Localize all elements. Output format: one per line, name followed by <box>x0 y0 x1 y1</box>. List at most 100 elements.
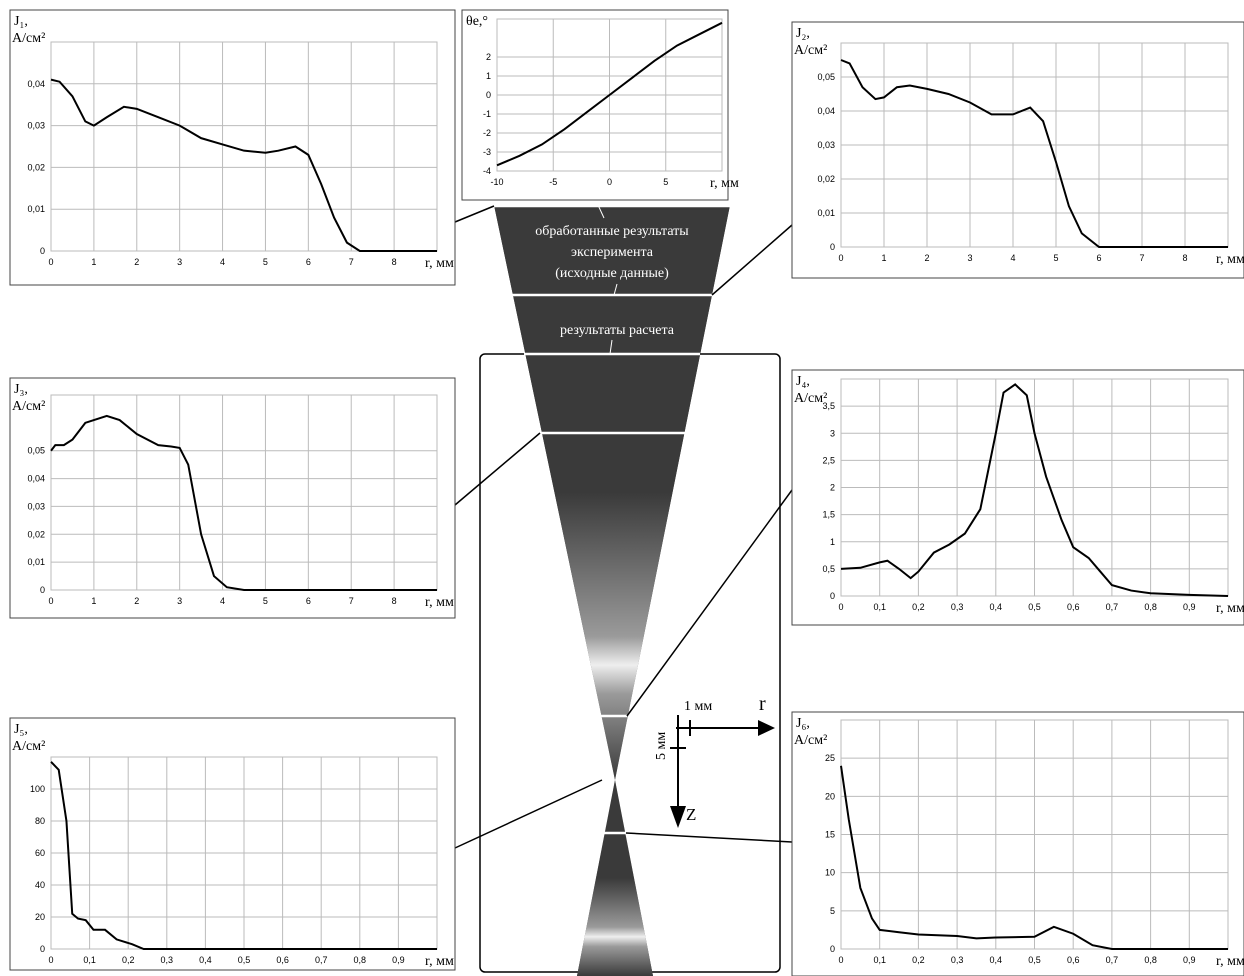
scale-z: 5 мм <box>654 732 669 760</box>
x-tick-label: 1 <box>91 257 96 267</box>
x-tick-label: 0 <box>48 596 53 606</box>
x-tick-label: 0 <box>48 257 53 267</box>
y-tick-label: 20 <box>35 912 45 922</box>
y-tick-label: 100 <box>30 784 45 794</box>
y-axis-unit: А/см² <box>12 399 45 414</box>
x-tick-label: 3 <box>177 596 182 606</box>
beam-upper <box>494 205 730 780</box>
x-tick-label: 4 <box>1010 253 1015 263</box>
x-tick-label: 6 <box>306 257 311 267</box>
y-tick-label: -3 <box>483 147 491 157</box>
x-tick-label: 3 <box>967 253 972 263</box>
panel <box>792 370 1244 625</box>
y-axis-unit: А/см² <box>794 43 827 58</box>
y-tick-label: 0 <box>40 585 45 595</box>
x-tick-label: 5 <box>1053 253 1058 263</box>
x-tick-label: 0,1 <box>873 955 886 965</box>
x-tick-label: 1 <box>91 596 96 606</box>
y-tick-label: 15 <box>825 830 835 840</box>
y-tick-label: 1 <box>830 537 835 547</box>
x-tick-label: 0,3 <box>161 955 174 965</box>
y-tick-label: 0 <box>830 944 835 954</box>
y-axis-label: J₂, <box>796 26 810 41</box>
x-tick-label: 8 <box>392 257 397 267</box>
x-axis-label: r, мм <box>1216 601 1244 616</box>
x-tick-label: 2 <box>134 257 139 267</box>
y-tick-label: 5 <box>830 906 835 916</box>
x-tick-label: 0,5 <box>1028 955 1041 965</box>
x-tick-label: 0,7 <box>315 955 328 965</box>
x-tick-label: 0,8 <box>1144 602 1157 612</box>
x-tick-label: 8 <box>1182 253 1187 263</box>
y-axis-unit: А/см² <box>794 733 827 748</box>
arrow-r <box>758 720 775 736</box>
y-tick-label: -1 <box>483 109 491 119</box>
y-tick-label: 0,02 <box>27 529 45 539</box>
y-tick-label: 0 <box>830 591 835 601</box>
y-tick-label: 0,02 <box>817 174 835 184</box>
label-top: обработанные результаты <box>535 224 689 239</box>
y-tick-label: -4 <box>483 166 491 176</box>
x-axis-label: r, мм <box>425 256 454 271</box>
x-tick-label: 0,8 <box>354 955 367 965</box>
x-tick-label: 0,7 <box>1106 602 1119 612</box>
arrow-z <box>670 806 686 828</box>
scale-r: 1 мм <box>684 699 712 714</box>
x-tick-label: 0,1 <box>83 955 96 965</box>
x-tick-label: 5 <box>263 257 268 267</box>
label-top: эксперимента <box>571 245 654 260</box>
x-tick-label: 8 <box>392 596 397 606</box>
x-tick-label: 3 <box>177 257 182 267</box>
panel <box>10 378 455 618</box>
x-axis-label: r, мм <box>1216 954 1244 969</box>
x-tick-label: 0,7 <box>1106 955 1119 965</box>
x-tick-label: 4 <box>220 257 225 267</box>
x-tick-label: 6 <box>1096 253 1101 263</box>
x-tick-label: 0,4 <box>990 602 1003 612</box>
x-tick-label: 0 <box>838 955 843 965</box>
x-tick-label: 0,2 <box>122 955 135 965</box>
y-tick-label: 0,04 <box>27 79 45 89</box>
x-tick-label: 0,9 <box>1183 602 1196 612</box>
axis-z: Z <box>686 805 696 824</box>
y-tick-label: 0 <box>830 242 835 252</box>
x-axis-label: r, мм <box>425 954 454 969</box>
y-tick-label: 0,05 <box>817 72 835 82</box>
x-tick-label: 0,4 <box>990 955 1003 965</box>
axes <box>670 715 758 808</box>
y-tick-label: 0,04 <box>27 474 45 484</box>
x-tick-label: 0,8 <box>1144 955 1157 965</box>
x-tick-label: 0,5 <box>238 955 251 965</box>
y-tick-label: 0,01 <box>817 208 835 218</box>
x-tick-label: 2 <box>134 596 139 606</box>
x-tick-label: 6 <box>306 596 311 606</box>
y-tick-label: 2,5 <box>822 455 835 465</box>
y-axis-label: J₃, <box>14 382 28 397</box>
x-tick-label: 4 <box>220 596 225 606</box>
x-axis-label: r, мм <box>425 595 454 610</box>
y-axis-unit: А/см² <box>794 391 827 406</box>
y-tick-label: 60 <box>35 848 45 858</box>
y-tick-label: 1 <box>486 71 491 81</box>
y-tick-label: 0 <box>486 90 491 100</box>
y-tick-label: 0,03 <box>27 501 45 511</box>
y-axis-unit: А/см² <box>12 31 45 46</box>
y-tick-label: 80 <box>35 816 45 826</box>
y-tick-label: 1,5 <box>822 510 835 520</box>
x-tick-label: 5 <box>663 177 668 187</box>
y-tick-label: 0,03 <box>27 121 45 131</box>
x-tick-label: 0,1 <box>873 602 886 612</box>
axis-r: r <box>759 693 766 715</box>
x-tick-label: 7 <box>349 257 354 267</box>
y-tick-label: 0,04 <box>817 106 835 116</box>
y-axis-label: J₁, <box>14 14 28 29</box>
x-tick-label: 0,3 <box>951 955 964 965</box>
x-tick-label: 7 <box>349 596 354 606</box>
label-calc: результаты расчета <box>560 323 675 338</box>
y-axis-label: J₅, <box>14 722 28 737</box>
y-tick-label: 0 <box>40 944 45 954</box>
y-tick-label: 3 <box>830 428 835 438</box>
y-tick-label: 0,5 <box>822 564 835 574</box>
x-tick-label: 0,6 <box>1067 602 1080 612</box>
x-tick-label: -10 <box>490 177 503 187</box>
